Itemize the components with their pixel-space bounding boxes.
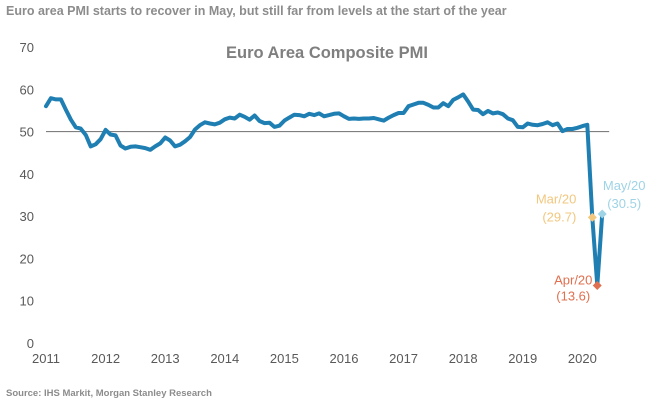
x-tick-label: 2011 bbox=[32, 351, 60, 366]
x-tick-label: 2015 bbox=[270, 351, 299, 366]
x-tick-label: 2012 bbox=[91, 351, 120, 366]
y-tick-label: 40 bbox=[20, 167, 34, 182]
marker-may-20 bbox=[597, 209, 607, 219]
annotation-value: (30.5) bbox=[607, 196, 641, 211]
annotation-label: May/20 bbox=[603, 178, 646, 193]
x-tick-label: 2017 bbox=[389, 351, 418, 366]
y-tick-label: 50 bbox=[20, 125, 34, 140]
source-note: Source: IHS Markit, Morgan Stanley Resea… bbox=[6, 388, 212, 399]
y-axis: 0 10 20 30 40 50 60 70 bbox=[20, 40, 34, 351]
y-tick-label: 70 bbox=[20, 40, 34, 55]
y-tick-label: 0 bbox=[27, 336, 34, 351]
x-tick-label: 2013 bbox=[151, 351, 180, 366]
x-tick-label: 2014 bbox=[210, 351, 239, 366]
x-tick-label: 2019 bbox=[508, 351, 537, 366]
page-title: Euro area PMI starts to recover in May, … bbox=[6, 4, 507, 18]
chart-title: Euro Area Composite PMI bbox=[226, 44, 428, 62]
marker-mar-20 bbox=[587, 212, 597, 222]
annotation-value: (29.7) bbox=[542, 209, 576, 224]
y-tick-label: 60 bbox=[20, 82, 34, 97]
annotation-label: Apr/20 bbox=[554, 272, 592, 287]
y-tick-label: 20 bbox=[20, 251, 34, 266]
x-tick-label: 2016 bbox=[330, 351, 359, 366]
x-tick-label: 2020 bbox=[568, 351, 597, 366]
series-line bbox=[44, 92, 605, 288]
x-tick-label: 2018 bbox=[449, 351, 478, 366]
annotation-value: (13.6) bbox=[556, 288, 590, 303]
x-axis: 2011 2012 2013 2014 2015 2016 2017 2018 2019 2020 bbox=[32, 351, 597, 366]
annotations: Mar/20 (29.7) Apr/20(13.6) May/20 (30.5) bbox=[536, 178, 646, 303]
y-tick-label: 30 bbox=[20, 209, 34, 224]
annotation-label: Mar/20 bbox=[536, 191, 576, 206]
marker-apr-20 bbox=[592, 280, 602, 290]
y-tick-label: 10 bbox=[20, 294, 34, 309]
